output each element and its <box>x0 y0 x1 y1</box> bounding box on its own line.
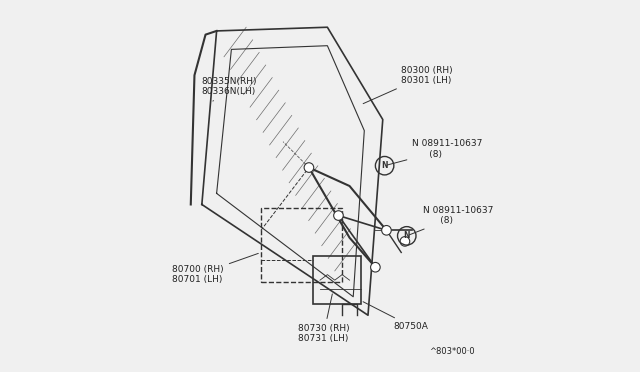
Text: N 08911-10637
      (8): N 08911-10637 (8) <box>410 206 493 235</box>
Bar <box>312 256 360 304</box>
Text: ^803*00·0: ^803*00·0 <box>429 347 475 356</box>
Text: N: N <box>381 161 388 170</box>
Circle shape <box>304 163 314 172</box>
Text: 80335N(RH)
80336N(LH): 80335N(RH) 80336N(LH) <box>202 77 257 101</box>
Bar <box>261 208 342 282</box>
Circle shape <box>371 262 380 272</box>
Text: 80750A: 80750A <box>363 302 429 331</box>
Circle shape <box>400 237 410 246</box>
Circle shape <box>333 211 343 220</box>
Text: 80300 (RH)
80301 (LH): 80300 (RH) 80301 (LH) <box>363 65 453 104</box>
Text: N 08911-10637
      (8): N 08911-10637 (8) <box>387 140 483 165</box>
Text: N: N <box>403 231 410 240</box>
Circle shape <box>381 225 391 235</box>
Text: 80700 (RH)
80701 (LH): 80700 (RH) 80701 (LH) <box>172 253 259 284</box>
Text: 80730 (RH)
80731 (LH): 80730 (RH) 80731 (LH) <box>298 294 349 343</box>
